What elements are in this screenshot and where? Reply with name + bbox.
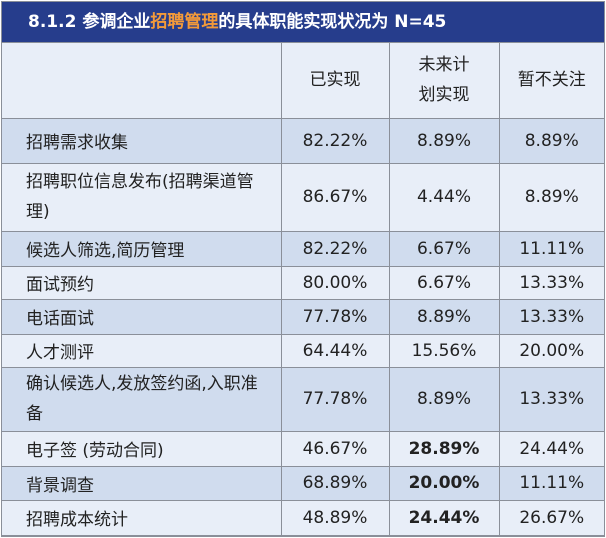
row-value: 6.67% [388,265,500,300]
row-value: 6.67% [388,230,500,267]
row-label: 面试预约 [2,265,282,300]
row-value: 4.44% [388,162,500,232]
row-value: 15.56% [388,333,500,368]
data-table: 已实现 未来计 划实现 暂不关注 招聘需求收集 82.22% 8.89% 8.89% 招聘… [2,43,604,536]
table-row: 招聘成本统计 48.89% 24.44% 26.67% [2,499,604,536]
row-value: 13.33% [498,265,604,300]
row-value: 20.00% [498,333,604,368]
row-value: 8.89% [498,117,604,164]
table-row: 确认候选人,发放签约函,入职准备 77.78% 8.89% 13.33% [2,366,604,432]
row-value: 80.00% [280,265,390,300]
row-value: 77.78% [280,298,390,335]
table-row: 招聘需求收集 82.22% 8.89% 8.89% [2,117,604,164]
row-value: 8.89% [498,162,604,232]
table-row: 电子签 (劳动合同) 46.67% 28.89% 24.44% [2,430,604,467]
row-value: 28.89% [388,430,500,467]
table-row: 候选人筛选,简历管理 82.22% 6.67% 11.11% [2,230,604,267]
row-value: 86.67% [280,162,390,232]
table-row: 招聘职位信息发布(招聘渠道管理) 86.67% 4.44% 8.89% [2,162,604,232]
header-planned: 未来计 划实现 [388,43,500,119]
row-value: 8.89% [388,366,500,432]
row-value: 24.44% [498,430,604,467]
row-label: 人才测评 [2,333,282,368]
row-value: 11.11% [498,465,604,501]
row-value: 11.11% [498,230,604,267]
row-value: 13.33% [498,366,604,432]
header-planned-line2: 划实现 [418,85,470,106]
row-value: 68.89% [280,465,390,501]
row-label: 候选人筛选,简历管理 [2,230,282,267]
header-planned-line1: 未来计 [418,55,470,76]
row-label: 招聘成本统计 [2,499,282,536]
title-suffix: 的具体职能实现状况为 N=45 [218,12,447,32]
row-value: 82.22% [280,230,390,267]
row-value: 77.78% [280,366,390,432]
row-label: 招聘需求收集 [2,117,282,164]
row-value: 26.67% [498,499,604,536]
row-value: 13.33% [498,298,604,335]
row-label: 背景调查 [2,465,282,501]
row-value: 8.89% [388,117,500,164]
row-value: 64.44% [280,333,390,368]
row-value: 48.89% [280,499,390,536]
header-row: 已实现 未来计划实现 暂不关注 [2,43,604,119]
table-row: 电话面试 77.78% 8.89% 13.33% [2,298,604,335]
row-value: 8.89% [388,298,500,335]
table-row: 人才测评 64.44% 15.56% 20.00% [2,333,604,368]
table-row: 背景调查 68.89% 20.00% 11.11% [2,465,604,501]
row-label: 电子签 (劳动合同) [2,430,282,467]
header-not-concerned: 暂不关注 [498,43,604,119]
header-empty [2,43,282,119]
table-title: 8.1.2 参调企业招聘管理的具体职能实现状况为 N=45 [2,2,604,43]
title-highlight: 招聘管理 [150,12,219,32]
title-prefix: 8.1.2 参调企业 [28,12,151,32]
row-label: 招聘职位信息发布(招聘渠道管理) [2,162,282,232]
row-value: 82.22% [280,117,390,164]
header-implemented: 已实现 [280,43,390,119]
row-label: 电话面试 [2,298,282,335]
table-row: 面试预约 80.00% 6.67% 13.33% [2,265,604,300]
row-value: 24.44% [388,499,500,536]
row-value: 20.00% [388,465,500,501]
row-label: 确认候选人,发放签约函,入职准备 [2,366,282,432]
row-value: 46.67% [280,430,390,467]
